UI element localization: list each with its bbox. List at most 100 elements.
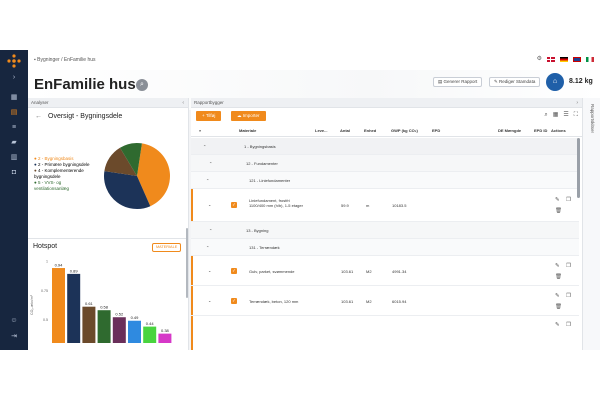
dashboard-icon[interactable]: ▦ [10,94,18,101]
generate-report-button[interactable]: ▤ Generer Rapport [433,77,483,87]
edit-master-data-label: Rediger Stamdata [499,79,536,84]
col-material[interactable]: Materiale [239,128,257,133]
row-checkbox[interactable]: ✓ [231,268,237,274]
building-icon[interactable]: ▤ [10,109,18,116]
table-header: » Materiale Leve... Antal Enhed GWP (kg … [191,125,582,137]
group-row[interactable]: ⌃ 121 - Liniefundamenter [191,172,579,189]
copy-icon[interactable]: ❐ [566,263,571,269]
report-scrollbar[interactable] [577,138,580,198]
expand-chevron-icon[interactable]: ⌃ [209,228,213,233]
row-selected-indicator [191,189,193,221]
columns-icon[interactable]: ▦ [552,112,559,118]
expand-chevron-icon[interactable]: ⌃ [203,144,207,149]
logout-icon[interactable]: ⇥ [11,333,17,340]
search-icon[interactable]: ⌕ [136,79,148,91]
row-checkbox[interactable]: ✓ [231,202,237,208]
hotspot-bar[interactable] [52,268,65,343]
overview-title: Oversigt - Bygningsdele [48,113,123,120]
col-epd[interactable]: EPD [432,128,441,133]
row-expand-chevron-icon[interactable]: ⌄ [208,268,212,273]
hotspot-bar[interactable] [158,333,172,343]
table-row-partial[interactable]: ✎ ❐ [191,316,579,350]
legend-item[interactable]: ● 5 - VVS- og ventilationsanlæg [34,180,94,192]
chart-icon[interactable]: ▥ [10,154,18,161]
delete-icon[interactable]: 🗑 [555,304,562,310]
group-row[interactable]: ⌃ 13 - Bygning [191,222,579,239]
legend-item[interactable]: ● 2 - Bygningsbasis [34,156,94,162]
report-sketches-strip[interactable]: Rapportskitser [582,98,600,350]
flag-uk-icon[interactable] [573,56,581,62]
copy-icon[interactable]: ❐ [566,293,571,299]
group-label: 121 - Liniefundamenter [249,178,291,183]
copy-icon[interactable]: ❐ [566,197,571,203]
pie-slice[interactable] [104,171,151,209]
pie-legend: ● 2 - Bygningsbasis ● 2 - Primære bygning… [34,156,94,192]
expand-chevron-icon[interactable]: ⌃ [209,161,213,166]
fullscreen-icon[interactable]: ⛶ [573,112,578,118]
edit-icon[interactable]: ✎ [555,263,560,269]
flag-germany-icon[interactable] [560,56,568,62]
flag-italy-icon[interactable] [586,56,594,62]
delete-icon[interactable]: 🗑 [555,208,562,214]
layers-icon[interactable]: ≡ [11,124,17,131]
group-row[interactable]: ⌃ 12 - Fundamenter [191,155,579,172]
legend-item[interactable]: ● 2 - Primære bygningsdele [34,162,94,168]
col-gwp[interactable]: GWP (kg CO₂) [391,128,418,133]
material-filter-button[interactable]: MATERIALE [152,243,182,252]
hotspot-bar-chart: CO₂-ækv/m² 1 0.75 0.5 0.94 0.89 0.61 0.58 0.52 0.… [30,260,172,343]
folder-icon[interactable]: ▰ [11,139,17,146]
col-de-quantity[interactable]: DE Mængde [498,128,522,133]
table-row[interactable]: ⌄ ✓ Liniefundament, frostfri 1100/400 mm… [191,189,579,222]
flag-denmark-icon[interactable] [547,56,555,62]
expand-chevron-icon[interactable]: ⌃ [206,178,210,183]
pie-slice[interactable] [120,143,142,176]
delete-icon[interactable]: 🗑 [555,274,562,280]
row-checkbox[interactable]: ✓ [231,298,237,304]
collapse-chevron-icon[interactable]: ‹ [182,100,184,106]
pie-slice[interactable] [104,147,137,176]
breadcrumb-buildings[interactable]: Bygninger [37,57,60,63]
users-icon[interactable]: ☺ [10,317,18,324]
expand-chevron-icon[interactable]: › [12,74,16,81]
group-row[interactable]: ⌃ 131 - Terrændæk [191,239,579,256]
table-row[interactable]: ⌄ ✓ Gulv, parket, svømmende 103.61 M2 49… [191,256,579,286]
generate-report-label: Generer Rapport [443,79,478,84]
left-panel-scrollbar[interactable] [186,228,188,298]
back-arrow-icon[interactable]: ← [35,113,42,120]
col-epd-id[interactable]: EPD ID [534,128,548,133]
hotspot-bar[interactable] [128,320,141,343]
edit-master-data-button[interactable]: ✎ Rediger Stamdata [489,77,541,87]
hotspot-bar[interactable] [97,310,111,343]
pie-slice[interactable] [137,143,171,207]
settings-icon[interactable]: ⚙ [536,56,542,62]
col-quantity[interactable]: Antal [340,128,350,133]
cart-icon[interactable]: ◘ [11,169,17,176]
hotspot-bar[interactable] [67,273,81,343]
row-expand-chevron-icon[interactable]: ⌄ [208,298,212,303]
hotspot-bar[interactable] [143,326,157,343]
edit-icon[interactable]: ✎ [555,293,560,299]
hotspot-bar[interactable] [112,317,126,343]
copy-icon[interactable]: ❐ [566,322,571,328]
col-actions: Actions [551,128,566,133]
analysis-panel-title: Analyser [31,100,49,105]
edit-icon: ✎ [494,79,498,84]
edit-icon[interactable]: ✎ [555,322,560,328]
expand-chevron-icon[interactable]: ⌃ [206,245,210,250]
report-collapse-icon[interactable]: › [576,100,578,106]
hotspot-title: Hotspot [33,243,58,250]
legend-item[interactable]: ● 4 - Komplementerende bygningsdele [34,168,94,180]
legend-label: 4 - Komplementerende bygningsdele [34,168,84,179]
edit-icon[interactable]: ✎ [555,197,560,203]
import-button[interactable]: ☁ Importer [231,111,266,121]
expand-all-icon[interactable]: » [199,128,202,133]
hotspot-bar[interactable] [82,306,96,343]
table-row[interactable]: ⌄ ✓ Terrændæk, beton, 120 mm 103.61 M2 6… [191,286,579,316]
col-lifetime[interactable]: Leve... [315,128,328,133]
col-unit[interactable]: Enhed [364,128,377,133]
row-expand-chevron-icon[interactable]: ⌄ [208,202,212,207]
filter-icon[interactable]: ☰ [563,112,569,118]
search-table-icon[interactable]: ⌕ [544,112,548,118]
add-button[interactable]: + Tilføj [196,111,222,121]
group-row[interactable]: ⌃ 1 - Bygningsbasis [191,138,579,155]
